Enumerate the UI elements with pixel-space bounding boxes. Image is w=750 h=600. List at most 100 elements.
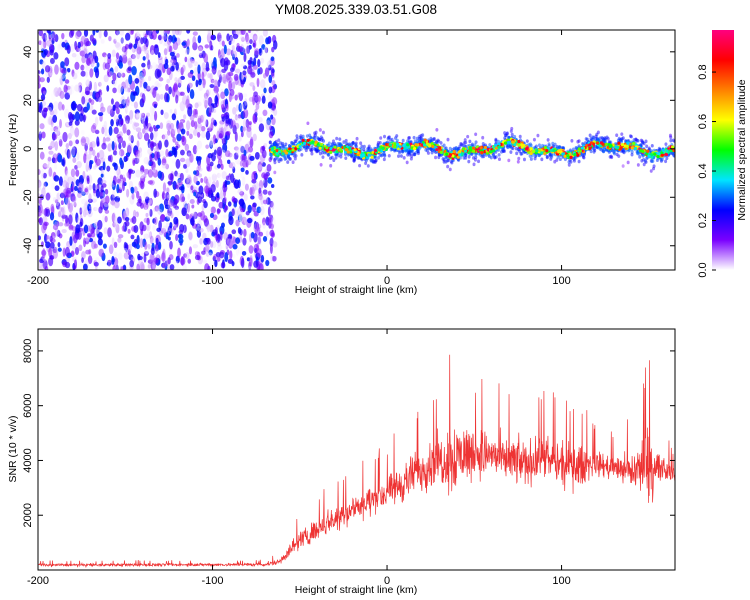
spectrogram-cell — [112, 150, 118, 156]
spectrogram-cell — [254, 108, 258, 114]
spectrogram-cell — [641, 140, 645, 145]
spectrogram-cell — [472, 162, 476, 167]
spectrogram-cell — [74, 164, 78, 170]
spectrogram-cell — [263, 45, 268, 56]
spectrogram-cell — [49, 57, 55, 65]
spectrogram-cell — [183, 114, 187, 120]
spectrogram-cell — [239, 192, 244, 198]
spectrogram-cell — [38, 261, 43, 269]
spectrogram-cell — [240, 125, 244, 133]
spectrogram-cell — [393, 142, 397, 146]
spectrogram-cell — [205, 243, 210, 252]
spectrogram-cell — [119, 30, 125, 36]
spectrogram-cell — [184, 143, 190, 152]
spectrogram-cell — [44, 65, 51, 73]
spectrogram-cell — [167, 207, 173, 217]
spectrogram-cell — [165, 58, 169, 65]
spectrogram-cell — [144, 49, 150, 55]
spectrogram-cell — [123, 209, 129, 219]
spectrogram-cell — [243, 215, 249, 225]
spectrogram-cell — [210, 206, 216, 214]
spectrogram-cell — [283, 149, 287, 153]
spectrogram-cell — [212, 44, 216, 51]
spectrogram-cell — [332, 148, 336, 152]
spectrogram-cell — [219, 187, 224, 192]
spectrogram-cell — [197, 45, 204, 52]
spectrogram-cell — [188, 246, 193, 255]
spectrogram-cell — [194, 66, 198, 77]
spectrogram-cell — [252, 115, 257, 125]
spectrogram-cell — [205, 119, 209, 128]
spectrogram-cell — [172, 225, 177, 231]
spectrogram-cell — [197, 196, 203, 204]
spectrogram-cell — [388, 143, 393, 147]
spectrogram-cell — [65, 143, 69, 149]
spectrogram-cell — [138, 129, 143, 139]
spectrogram-cell — [238, 46, 243, 53]
spectrogram-cell — [66, 187, 72, 194]
spectrogram-cell — [119, 266, 123, 270]
spectrogram-cell — [242, 118, 247, 129]
spectrogram-cell — [99, 76, 103, 87]
spectrogram-cell — [244, 183, 249, 191]
spectrogram-cell — [545, 154, 549, 159]
spectrogram-cell — [65, 182, 70, 190]
snr-y-axis-title: SNR (10 * v/v) — [7, 415, 19, 482]
spectrogram-cell — [184, 177, 191, 185]
spectrogram-cell — [243, 52, 247, 63]
spectrogram-cell — [181, 207, 187, 217]
spectrogram-cell — [43, 181, 49, 187]
spectrogram-cell — [99, 191, 104, 197]
spectrogram-cell — [177, 77, 182, 87]
spectrogram-cell — [239, 160, 243, 167]
spectrogram-cell — [117, 234, 124, 239]
spectrogram-cell — [197, 117, 202, 124]
spectrogram-cell — [230, 173, 235, 184]
spectrogram-cell — [650, 143, 654, 148]
spectrogram-cell — [397, 154, 401, 158]
spectrogram-cell — [113, 162, 118, 171]
spectrogram-cell — [115, 264, 119, 270]
spectrogram-cell — [83, 65, 88, 72]
spectrogram-cell — [132, 159, 136, 166]
spectrogram-cell — [147, 148, 152, 155]
spectrogram-cell — [261, 149, 267, 159]
spectrogram-cell — [131, 241, 137, 248]
spectrogram-x-tick-label: -100 — [202, 275, 224, 287]
colorbar-tick-label: 0.2 — [697, 213, 709, 228]
spectrogram-cell — [48, 115, 53, 126]
spectrogram-cell — [83, 202, 88, 212]
spectrogram-cell — [230, 161, 236, 170]
spectrogram-cell — [197, 64, 201, 74]
spectrogram-cell — [173, 260, 179, 269]
spectrogram-cell — [72, 139, 76, 145]
spectrogram-cell — [232, 33, 239, 39]
spectrogram-cell — [379, 136, 383, 140]
spectrogram-cell — [98, 30, 102, 39]
spectrogram-cell — [117, 237, 122, 243]
spectrogram-cell — [295, 134, 299, 138]
spectrogram-cell — [169, 109, 173, 114]
spectrogram-cell — [108, 244, 114, 255]
spectrogram-cell — [242, 176, 246, 186]
spectrogram-cell — [231, 47, 236, 58]
spectrogram-cell — [91, 231, 96, 238]
spectrogram-cell — [171, 30, 176, 36]
spectrogram-cell — [168, 45, 173, 53]
spectrogram-cell — [254, 151, 260, 160]
spectrogram-cell — [101, 126, 105, 135]
spectrogram-cell — [229, 250, 233, 260]
snr-y-tick-label: 6000 — [22, 393, 34, 417]
spectrogram-cell — [112, 265, 117, 270]
spectrogram-cell — [121, 53, 127, 58]
spectrogram-cell — [302, 141, 307, 146]
spectrogram-cell — [77, 182, 84, 192]
spectrogram-cell — [192, 145, 198, 155]
spectrogram-cell — [253, 223, 259, 234]
spectrogram-cell — [129, 259, 135, 268]
spectrogram-cell — [217, 63, 221, 73]
spectrogram-cell — [533, 156, 537, 161]
spectrogram-cell — [75, 83, 81, 93]
spectrogram-cell — [97, 238, 103, 246]
spectrogram-cell — [248, 121, 252, 126]
